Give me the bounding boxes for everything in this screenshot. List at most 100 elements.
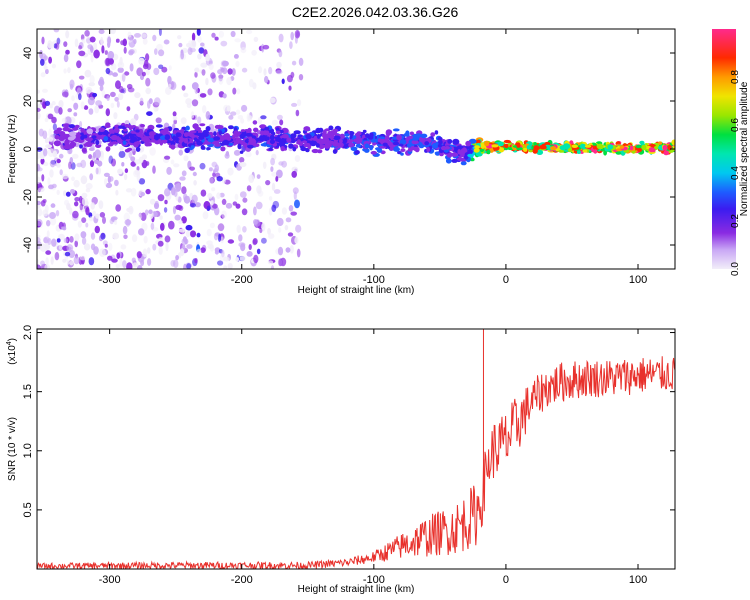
- noise-cell: [73, 102, 79, 111]
- y-tick-label: -40: [22, 237, 34, 253]
- noise-cell: [171, 187, 176, 196]
- band-cell: [118, 125, 124, 129]
- noise-cell: [222, 67, 228, 75]
- noise-cell: [88, 257, 95, 266]
- band-cell: [387, 141, 393, 146]
- noise-cell: [50, 256, 54, 265]
- noise-cell: [298, 74, 304, 81]
- noise-cell: [168, 65, 172, 71]
- noise-cell: [170, 159, 175, 165]
- noise-cell: [296, 248, 301, 258]
- band-cell: [533, 142, 537, 146]
- noise-cell: [49, 159, 56, 168]
- band-cell: [304, 142, 311, 147]
- noise-cell: [180, 117, 187, 125]
- noise-cell: [172, 111, 177, 117]
- noise-cell: [81, 38, 86, 44]
- band-cell: [571, 144, 578, 148]
- noise-cell: [248, 78, 254, 88]
- band-cell: [133, 141, 139, 148]
- noise-cell: [248, 244, 252, 250]
- noise-cell: [270, 265, 275, 269]
- noise-cell: [68, 207, 73, 215]
- snr-background: [37, 329, 675, 569]
- noise-cell: [134, 92, 141, 99]
- band-cell: [343, 137, 348, 144]
- noise-cell: [276, 61, 282, 69]
- noise-cell: [181, 216, 187, 224]
- noise-cell: [119, 258, 123, 268]
- noise-cell: [37, 264, 42, 269]
- noise-cell: [218, 74, 223, 82]
- band-cell: [426, 146, 431, 153]
- y-tick-label: 0: [22, 146, 34, 152]
- band-cell: [207, 137, 215, 143]
- band-cell: [470, 157, 475, 162]
- noise-cell: [231, 68, 236, 76]
- noise-cell: [245, 151, 252, 158]
- x-tick-label: 100: [629, 574, 647, 586]
- band-cell: [168, 126, 173, 132]
- noise-cell: [194, 67, 200, 73]
- noise-cell: [115, 38, 120, 43]
- noise-cell: [145, 188, 151, 195]
- noise-cell: [116, 252, 121, 259]
- band-cell: [193, 137, 198, 141]
- noise-cell: [193, 180, 197, 186]
- noise-cell: [197, 53, 202, 60]
- noise-cell: [125, 188, 133, 193]
- noise-cell: [37, 236, 41, 244]
- noise-cell: [112, 72, 118, 77]
- noise-cell: [240, 243, 246, 252]
- noise-cell: [78, 75, 85, 80]
- noise-cell: [227, 68, 233, 75]
- noise-cell: [42, 88, 48, 93]
- noise-cell: [76, 162, 83, 168]
- band-cell: [363, 140, 370, 145]
- noise-cell: [58, 244, 63, 251]
- band-cell: [405, 130, 410, 136]
- band-cell: [559, 145, 566, 151]
- noise-cell: [241, 67, 248, 73]
- noise-cell: [222, 177, 227, 184]
- noise-cell: [189, 203, 196, 208]
- noise-cell: [212, 203, 218, 209]
- band-cell: [119, 134, 123, 138]
- band-cell: [447, 139, 453, 144]
- band-cell: [228, 125, 234, 130]
- band-cell: [504, 143, 509, 149]
- noise-cell: [65, 30, 70, 39]
- noise-cell: [46, 220, 51, 227]
- band-cell: [62, 123, 71, 128]
- noise-cell: [71, 95, 75, 102]
- noise-cell: [99, 153, 105, 161]
- noise-cell: [85, 188, 91, 193]
- noise-cell: [207, 193, 213, 199]
- band-cell: [248, 138, 254, 143]
- noise-cell: [200, 42, 205, 47]
- noise-cell: [202, 105, 207, 114]
- noise-cell: [247, 115, 253, 121]
- noise-cell: [177, 196, 182, 203]
- x-tick-label: -300: [99, 274, 121, 286]
- noise-cell: [67, 67, 71, 74]
- noise-cell: [217, 233, 222, 242]
- noise-cell: [77, 220, 82, 228]
- band-cell: [184, 139, 189, 144]
- band-cell: [639, 140, 645, 145]
- noise-cell: [40, 260, 45, 266]
- noise-cell: [216, 192, 221, 199]
- band-cell: [389, 147, 394, 151]
- band-cell: [641, 144, 647, 151]
- colorbar-tick-label: 0.0: [730, 262, 741, 276]
- noise-cell: [40, 58, 45, 66]
- noise-cell: [93, 246, 99, 255]
- band-cell: [140, 124, 145, 128]
- noise-cell: [95, 167, 99, 175]
- noise-cell: [182, 47, 188, 54]
- noise-cell: [90, 202, 95, 210]
- noise-cell: [214, 247, 221, 253]
- band-cell: [434, 130, 439, 135]
- noise-cell: [44, 204, 49, 213]
- noise-cell: [221, 210, 227, 219]
